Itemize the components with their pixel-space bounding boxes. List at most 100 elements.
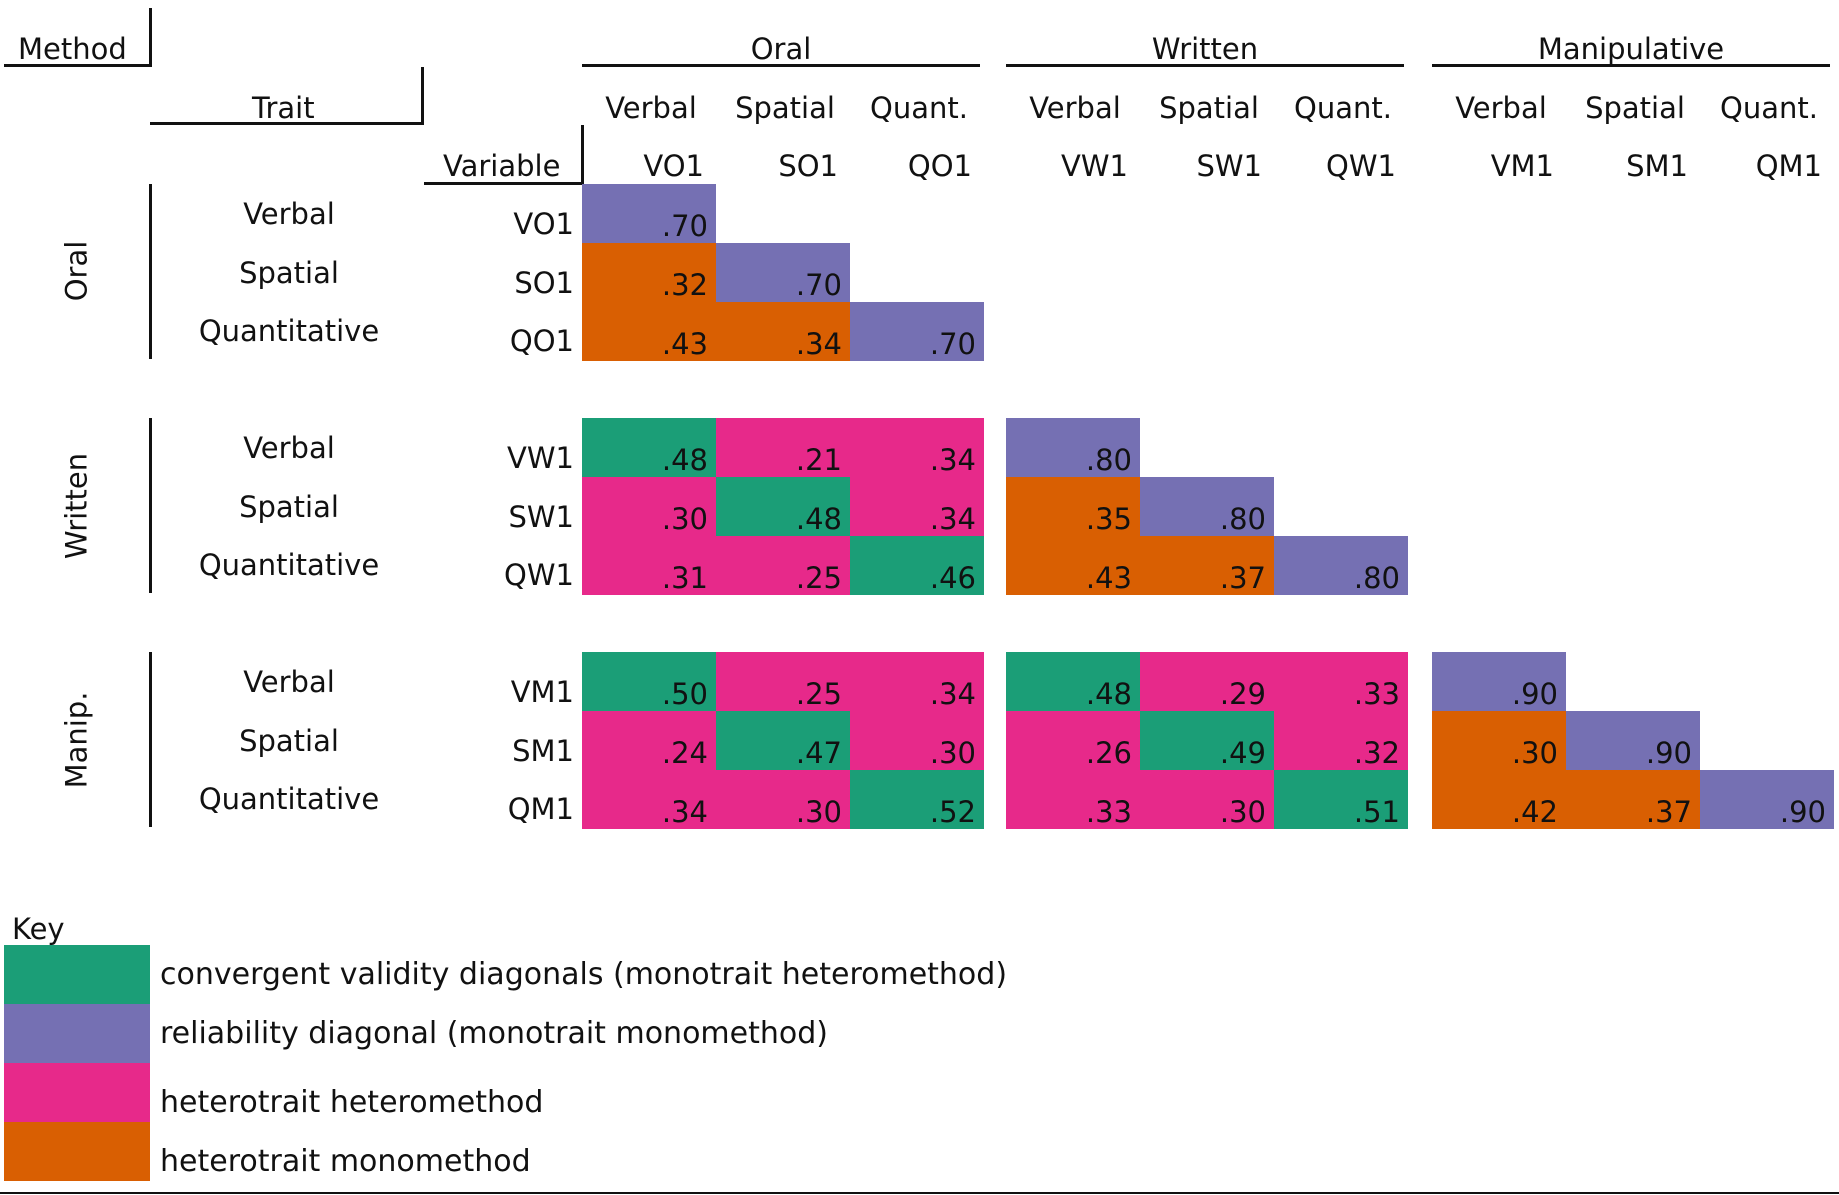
matrix-cell-value: .26	[1085, 736, 1132, 770]
row-trait-spatial-oral: Spatial	[239, 256, 339, 290]
matrix-cell-value: .24	[661, 736, 708, 770]
matrix-cell-sm1-qo1: .30	[850, 711, 984, 770]
matrix-cell-value: .34	[929, 677, 976, 711]
col-variable-vo1: VO1	[643, 149, 704, 183]
trait-header-underline	[150, 122, 424, 125]
matrix-cell-value: .70	[795, 268, 842, 302]
key-title: Key	[12, 912, 65, 946]
matrix-cell-sw1-vo1: .30	[582, 477, 716, 536]
variable-header-label: Variable	[443, 149, 561, 183]
method-header-underline	[4, 64, 152, 67]
row-method-written: Written	[59, 452, 94, 560]
matrix-cell-vw1-vw1: .80	[1006, 418, 1140, 477]
trait-header-divider	[421, 67, 424, 125]
matrix-cell-qm1-vo1: .34	[582, 770, 716, 829]
matrix-cell-vw1-qo1: .34	[850, 418, 984, 477]
col-trait-verbal-oral: Verbal	[605, 91, 697, 125]
matrix-cell-value: .70	[929, 327, 976, 361]
matrix-cell-value: .51	[1353, 795, 1400, 829]
col-trait-quant-oral: Quant.	[870, 91, 968, 125]
row-trait-verbal-manip: Verbal	[243, 665, 335, 699]
matrix-cell-value: .48	[795, 502, 842, 536]
key-label-reliability: reliability diagonal (monotrait monometh…	[160, 1016, 828, 1051]
matrix-cell-value: .32	[1353, 736, 1400, 770]
matrix-cell-value: .34	[929, 443, 976, 477]
matrix-cell-sw1-vw1: .35	[1006, 477, 1140, 536]
method-header-written-underline	[1006, 64, 1404, 67]
method-header-manipulative: Manipulative	[1537, 32, 1725, 66]
row-trait-verbal-written: Verbal	[243, 431, 335, 465]
matrix-cell-value: .21	[795, 443, 842, 477]
variable-header-underline	[424, 182, 584, 185]
matrix-cell-value: .30	[661, 502, 708, 536]
col-trait-verbal-manipulative: Verbal	[1455, 91, 1547, 125]
row-method-oral-bar	[149, 184, 152, 359]
row-method-written-bar	[149, 418, 152, 593]
key-swatch-heterotrait-monomethod	[4, 1122, 150, 1181]
col-variable-qw1: QW1	[1326, 149, 1396, 183]
matrix-cell-qw1-vo1: .31	[582, 536, 716, 595]
key-swatch-reliability	[4, 1004, 150, 1063]
matrix-cell-qo1-qo1: .70	[850, 302, 984, 361]
row-variable-qm1: QM1	[507, 792, 574, 826]
matrix-cell-value: .25	[795, 561, 842, 595]
matrix-cell-value: .25	[795, 677, 842, 711]
matrix-cell-value: .30	[795, 795, 842, 829]
matrix-cell-value: .49	[1219, 736, 1266, 770]
row-method-oral: Oral	[59, 240, 94, 302]
matrix-cell-sm1-so1: .47	[716, 711, 850, 770]
matrix-cell-value: .80	[1219, 502, 1266, 536]
matrix-cell-value: .31	[661, 561, 708, 595]
row-trait-spatial-manip: Spatial	[239, 724, 339, 758]
matrix-cell-vm1-vm1: .90	[1432, 652, 1566, 711]
col-variable-so1: SO1	[778, 149, 838, 183]
col-trait-quant-manipulative: Quant.	[1720, 91, 1818, 125]
matrix-cell-value: .43	[1085, 561, 1132, 595]
col-trait-spatial-oral: Spatial	[735, 91, 835, 125]
matrix-cell-qm1-vw1: .33	[1006, 770, 1140, 829]
row-variable-qo1: QO1	[509, 324, 574, 358]
matrix-cell-value: .35	[1085, 502, 1132, 536]
matrix-cell-value: .33	[1353, 677, 1400, 711]
matrix-cell-value: .30	[929, 736, 976, 770]
matrix-cell-sm1-vm1: .30	[1432, 711, 1566, 770]
row-trait-quantitative-oral: Quantitative	[198, 314, 380, 348]
matrix-cell-value: .34	[661, 795, 708, 829]
matrix-cell-value: .70	[661, 209, 708, 243]
matrix-cell-sw1-qo1: .34	[850, 477, 984, 536]
method-header-label: Method	[18, 32, 127, 66]
matrix-cell-value: .32	[661, 268, 708, 302]
matrix-cell-qw1-qo1: .46	[850, 536, 984, 595]
key-swatch-heterotrait-heteromethod	[4, 1063, 150, 1122]
matrix-cell-value: .90	[1779, 795, 1826, 829]
col-variable-qm1: QM1	[1755, 149, 1822, 183]
matrix-cell-qm1-qw1: .51	[1274, 770, 1408, 829]
col-trait-spatial-written: Spatial	[1159, 91, 1259, 125]
matrix-cell-value: .42	[1511, 795, 1558, 829]
matrix-cell-qw1-qw1: .80	[1274, 536, 1408, 595]
row-variable-qw1: QW1	[504, 558, 574, 592]
matrix-cell-qm1-vm1: .42	[1432, 770, 1566, 829]
matrix-cell-vm1-qw1: .33	[1274, 652, 1408, 711]
matrix-cell-sw1-so1: .48	[716, 477, 850, 536]
matrix-cell-qw1-so1: .25	[716, 536, 850, 595]
key-label-heterotrait-monomethod: heterotrait monomethod	[160, 1144, 531, 1179]
matrix-cell-vo1-vo1: .70	[582, 184, 716, 243]
matrix-cell-value: .30	[1511, 736, 1558, 770]
matrix-cell-value: .37	[1219, 561, 1266, 595]
matrix-cell-vm1-so1: .25	[716, 652, 850, 711]
matrix-cell-qm1-qo1: .52	[850, 770, 984, 829]
matrix-cell-value: .30	[1219, 795, 1266, 829]
matrix-cell-so1-vo1: .32	[582, 243, 716, 302]
matrix-cell-so1-so1: .70	[716, 243, 850, 302]
matrix-cell-qw1-sw1: .37	[1140, 536, 1274, 595]
key-label-heterotrait-heteromethod: heterotrait heteromethod	[160, 1085, 544, 1120]
row-trait-spatial-written: Spatial	[239, 490, 339, 524]
method-header-divider	[149, 8, 152, 67]
method-header-oral-underline	[582, 64, 980, 67]
key-label-convergent: convergent validity diagonals (monotrait…	[160, 957, 1008, 992]
matrix-cell-sm1-sm1: .90	[1566, 711, 1700, 770]
matrix-cell-value: .90	[1511, 677, 1558, 711]
matrix-cell-value: .37	[1645, 795, 1692, 829]
col-trait-quant-written: Quant.	[1294, 91, 1392, 125]
